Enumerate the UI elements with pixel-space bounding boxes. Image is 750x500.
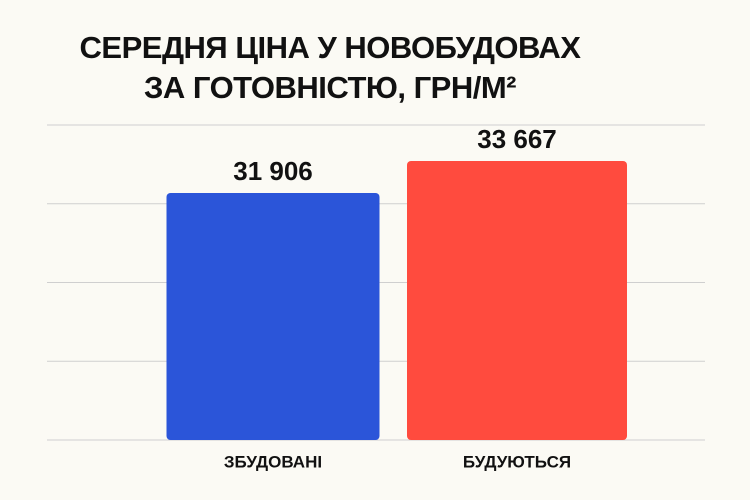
x-tick-label: БУДУЮТЬСЯ <box>463 452 571 471</box>
chart-title: СЕРЕДНЯ ЦІНА У НОВОБУДОВАХ <box>80 30 582 65</box>
chart-title: ЗА ГОТОВНІСТЮ, ГРН/М² <box>144 70 516 105</box>
value-label: 33 667 <box>477 124 557 154</box>
bar <box>166 192 380 440</box>
bar <box>407 161 627 440</box>
value-label: 31 906 <box>233 156 313 186</box>
x-tick-label: ЗБУДОВАНІ <box>224 452 322 471</box>
